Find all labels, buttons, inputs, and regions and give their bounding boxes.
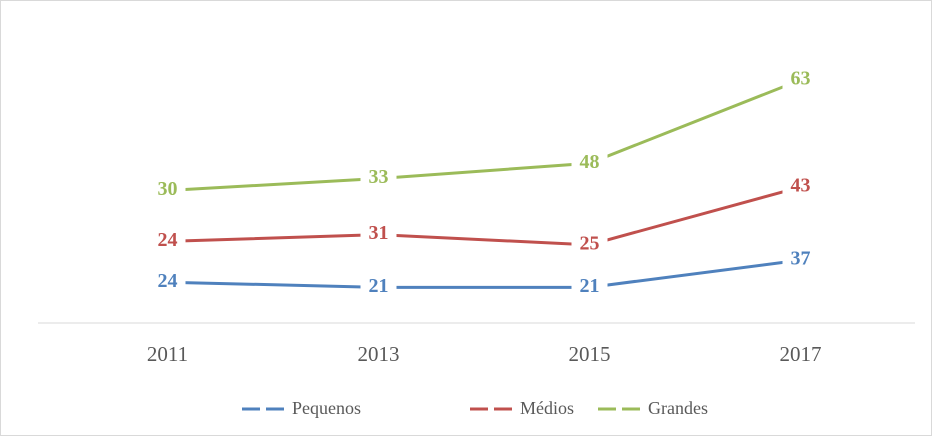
data-label: 21 bbox=[369, 275, 389, 297]
data-label-bg bbox=[149, 228, 186, 255]
data-label-bg bbox=[149, 177, 186, 204]
data-label-bg bbox=[782, 247, 819, 274]
line-series bbox=[167, 258, 801, 289]
data-label: 24 bbox=[158, 229, 178, 251]
line-series bbox=[167, 185, 801, 247]
data-label-bg bbox=[571, 150, 608, 177]
x-tick-label: 2011 bbox=[147, 342, 188, 366]
data-label: 33 bbox=[369, 166, 389, 188]
data-label-bg bbox=[360, 274, 397, 301]
data-label: 43 bbox=[791, 175, 811, 197]
legend-label: Grandes bbox=[648, 398, 708, 418]
x-tick-label: 2013 bbox=[358, 342, 400, 366]
data-label: 25 bbox=[580, 232, 600, 254]
x-tick-label: 2017 bbox=[780, 342, 822, 366]
legend-label: Pequenos bbox=[292, 398, 361, 418]
data-label: 24 bbox=[158, 270, 178, 292]
data-label-bg bbox=[782, 67, 819, 93]
data-label: 21 bbox=[580, 275, 600, 297]
x-tick-label: 2015 bbox=[569, 342, 611, 366]
data-label: 31 bbox=[369, 222, 389, 244]
data-label: 37 bbox=[791, 248, 811, 270]
data-label: 30 bbox=[158, 178, 178, 200]
data-label: 48 bbox=[580, 151, 600, 173]
data-label-bg bbox=[360, 165, 397, 192]
data-label-bg bbox=[782, 174, 819, 201]
line-series bbox=[167, 78, 802, 192]
data-label: 63 bbox=[791, 68, 811, 90]
data-label-bg bbox=[571, 231, 608, 258]
data-label-bg bbox=[571, 274, 608, 301]
data-label-bg bbox=[149, 269, 186, 296]
data-label-bg bbox=[360, 221, 397, 248]
legend-label: Médios bbox=[520, 398, 574, 418]
